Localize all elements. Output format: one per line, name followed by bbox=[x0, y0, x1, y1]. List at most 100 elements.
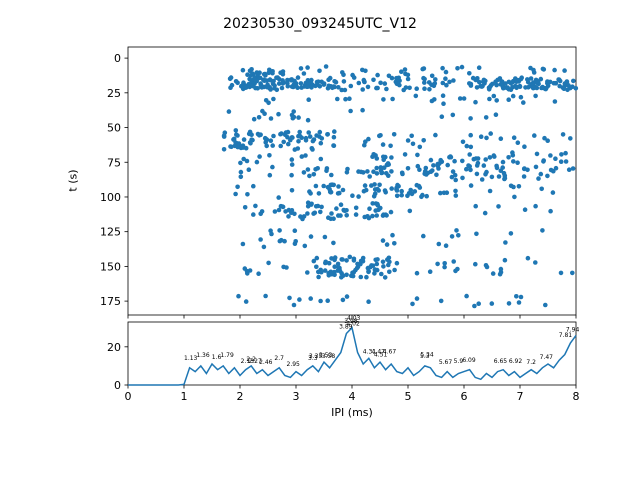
scatter-point bbox=[331, 143, 336, 148]
scatter-point bbox=[238, 174, 244, 180]
scatter-point bbox=[266, 260, 271, 266]
scatter-point bbox=[356, 194, 361, 199]
scatter-point bbox=[258, 211, 264, 217]
scatter-point bbox=[558, 270, 564, 276]
scatter-point bbox=[532, 133, 537, 138]
peak-annotation: 4.47 bbox=[372, 348, 386, 355]
scatter-point bbox=[254, 70, 260, 75]
scatter-point bbox=[570, 270, 575, 276]
scatter-point bbox=[231, 136, 237, 142]
scatter-point bbox=[450, 112, 456, 118]
scatter-point bbox=[386, 173, 391, 178]
scatter-point bbox=[405, 72, 411, 78]
scatter-point bbox=[305, 117, 311, 123]
scatter-point bbox=[429, 98, 435, 104]
scatter-point bbox=[309, 85, 314, 90]
scatter-point bbox=[453, 177, 459, 183]
scatter-point bbox=[429, 82, 434, 88]
scatter-point bbox=[263, 136, 269, 142]
scatter-point bbox=[433, 77, 438, 82]
scatter-point bbox=[326, 260, 332, 266]
peak-annotation: 6.92 bbox=[509, 358, 523, 365]
scatter-point bbox=[498, 168, 504, 173]
scatter-point bbox=[324, 168, 329, 174]
scatter-point bbox=[476, 65, 482, 70]
scatter-point bbox=[297, 129, 303, 135]
scatter-point bbox=[482, 81, 487, 86]
scatter-point bbox=[319, 204, 324, 210]
scatter-point bbox=[560, 132, 566, 137]
scatter-point bbox=[543, 302, 548, 308]
scatter-point bbox=[371, 169, 376, 174]
scatter-point bbox=[319, 136, 325, 141]
scatter-point bbox=[280, 204, 286, 210]
scatter-point bbox=[506, 97, 512, 102]
scatter-point bbox=[514, 294, 519, 299]
scatter-point bbox=[378, 165, 384, 170]
scatter-point bbox=[571, 78, 576, 84]
scatter-point bbox=[460, 158, 465, 164]
scatter-point bbox=[570, 84, 575, 89]
scatter-point bbox=[374, 85, 379, 91]
scatter-point bbox=[473, 99, 478, 105]
scatter-point bbox=[514, 79, 519, 84]
scatter-point bbox=[322, 268, 328, 273]
scatter-point bbox=[392, 267, 397, 273]
scatter-point bbox=[378, 205, 383, 211]
scatter-point bbox=[424, 193, 430, 199]
scatter-point bbox=[449, 234, 455, 239]
scatter-point bbox=[389, 169, 394, 174]
scatter-point bbox=[282, 238, 287, 244]
scatter-point bbox=[521, 100, 526, 105]
scatter-point bbox=[233, 140, 238, 145]
scatter-point bbox=[493, 112, 499, 117]
scatter-point bbox=[311, 172, 317, 177]
scatter-point bbox=[510, 153, 516, 158]
scatter-point bbox=[326, 215, 331, 220]
scatter-point bbox=[553, 156, 558, 161]
scatter-point bbox=[360, 107, 365, 113]
scatter-point bbox=[291, 302, 297, 308]
scatter-point bbox=[323, 259, 329, 265]
scatter-point bbox=[240, 67, 246, 73]
scatter-point bbox=[250, 137, 255, 143]
scatter-point bbox=[339, 257, 345, 262]
scatter-point bbox=[548, 208, 553, 214]
scatter-point bbox=[332, 255, 338, 260]
scatter-point bbox=[394, 260, 400, 266]
scatter-point bbox=[382, 275, 388, 280]
scatter-point bbox=[378, 80, 383, 86]
scatter-point bbox=[464, 166, 469, 172]
scatter-point bbox=[331, 240, 336, 246]
scatter-ytick-label: 150 bbox=[100, 260, 121, 273]
scatter-point bbox=[460, 139, 466, 145]
scatter-point bbox=[315, 166, 321, 171]
scatter-point bbox=[369, 263, 374, 268]
scatter-point bbox=[305, 270, 310, 275]
scatter-point bbox=[487, 155, 493, 160]
scatter-point bbox=[410, 141, 416, 147]
scatter-point bbox=[335, 261, 341, 267]
scatter-point bbox=[229, 144, 234, 150]
scatter-point bbox=[382, 81, 388, 86]
peak-annotation: 5.9 bbox=[454, 358, 464, 365]
scatter-point bbox=[276, 207, 282, 213]
scatter-point bbox=[515, 160, 520, 165]
scatter-point bbox=[538, 76, 544, 82]
scatter-point bbox=[365, 169, 370, 174]
scatter-point bbox=[451, 78, 456, 83]
scatter-point bbox=[538, 171, 544, 177]
peak-annotation: 3.58 bbox=[322, 353, 336, 360]
scatter-point bbox=[407, 85, 412, 91]
scatter-point bbox=[508, 87, 514, 92]
scatter-ytick-label: 75 bbox=[107, 156, 121, 169]
scatter-point bbox=[540, 84, 545, 90]
scatter-point bbox=[511, 135, 517, 140]
scatter-point bbox=[377, 182, 382, 188]
scatter-point bbox=[522, 207, 528, 212]
scatter-point bbox=[518, 94, 524, 100]
scatter-point bbox=[396, 183, 401, 189]
scatter-point bbox=[308, 234, 314, 239]
scatter-point bbox=[483, 157, 489, 162]
